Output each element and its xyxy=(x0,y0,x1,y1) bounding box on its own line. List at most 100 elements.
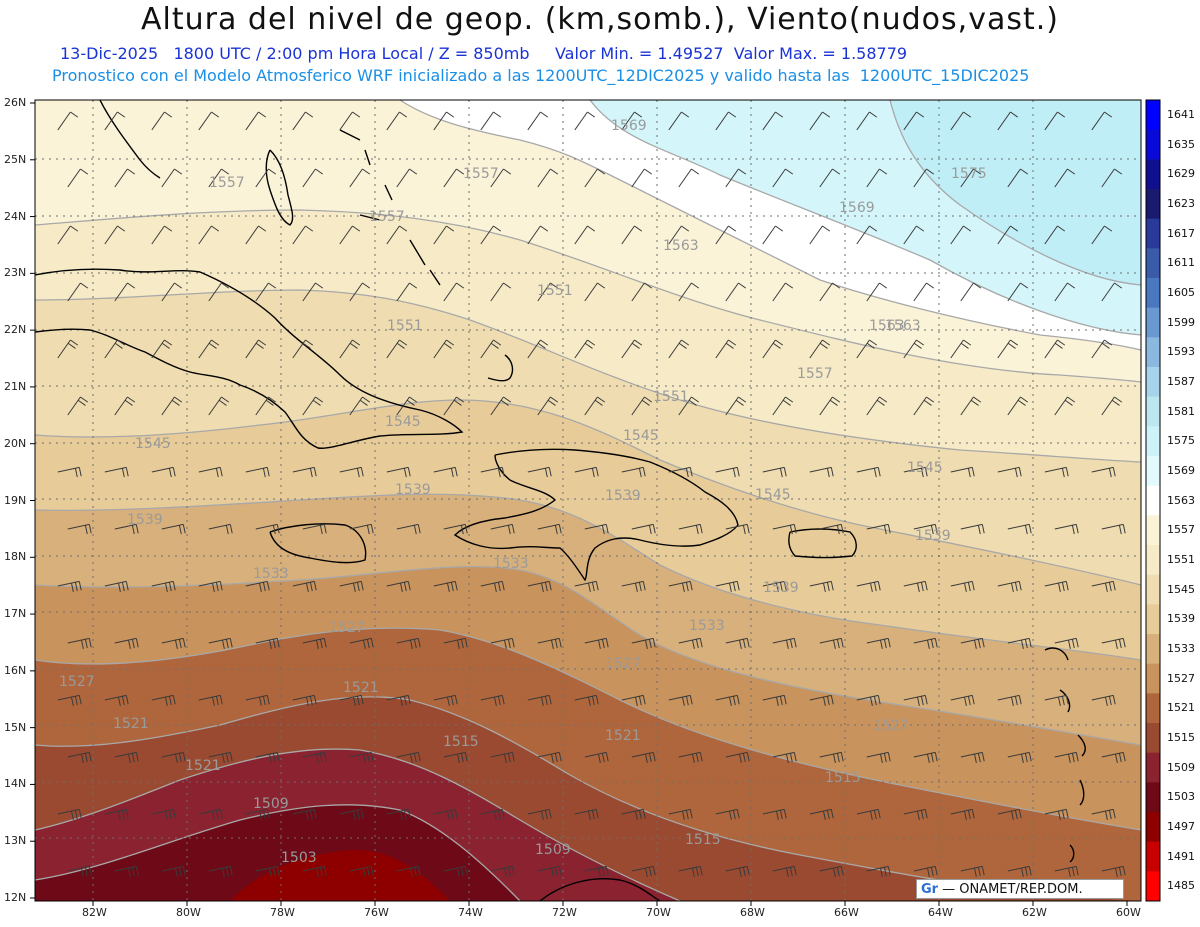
wind-barb xyxy=(443,168,465,188)
wind-barb xyxy=(433,339,455,359)
colorbar-level-label: 1563 xyxy=(1167,493,1195,507)
subtitle-model-info: Pronostico con el Modelo Atmosferico WRF… xyxy=(52,66,1030,85)
colorbar-level-label: 1497 xyxy=(1167,819,1195,833)
colorbar-level-label: 1503 xyxy=(1167,790,1195,804)
wind-barb xyxy=(302,751,327,763)
lon-label: 76W xyxy=(364,906,389,919)
lon-label: 70W xyxy=(646,906,671,919)
lat-label: 19N xyxy=(4,493,27,507)
lon-label: 72W xyxy=(552,906,577,919)
wind-barb xyxy=(433,225,455,245)
wind-barb xyxy=(1091,466,1116,478)
wind-barb xyxy=(161,396,183,416)
wind-barb xyxy=(433,694,458,706)
credit-text: — ONAMET/REP.DOM. xyxy=(942,882,1083,897)
wind-barb xyxy=(480,339,502,359)
colorbar-swatch xyxy=(1146,396,1160,427)
wind-barb xyxy=(1101,865,1126,877)
colorbar-swatch xyxy=(1146,426,1160,457)
wind-barb xyxy=(67,523,92,535)
wind-barb xyxy=(668,580,693,592)
wind-barb xyxy=(772,523,797,535)
wind-barb xyxy=(1007,396,1029,416)
wind-barb xyxy=(151,225,173,245)
wind-barb xyxy=(903,694,928,706)
wind-barb xyxy=(819,168,841,188)
wind-barb xyxy=(621,694,646,706)
wind-barb xyxy=(104,694,129,706)
wind-barb xyxy=(1044,339,1066,359)
colorbar-swatch xyxy=(1146,515,1160,546)
wind-barb xyxy=(537,865,562,877)
shaded-field: 1569157515691563156315571557155715511563… xyxy=(35,100,1141,901)
wind-barb xyxy=(678,523,703,535)
wind-barb xyxy=(960,865,985,877)
wind-barb xyxy=(574,808,599,820)
wind-barb xyxy=(1054,396,1076,416)
lat-label: 23N xyxy=(4,266,27,280)
wind-barb xyxy=(349,751,374,763)
wind-barb xyxy=(208,168,230,188)
wind-barb xyxy=(104,339,126,359)
wind-barb xyxy=(762,580,787,592)
wind-barb xyxy=(913,865,938,877)
contour-label: 1563 xyxy=(663,238,699,254)
colorbar-level-label: 1515 xyxy=(1167,730,1195,744)
lon-label: 82W xyxy=(82,906,107,919)
wind-barb xyxy=(339,694,364,706)
wind-barb xyxy=(1007,865,1032,877)
contour-lines xyxy=(35,100,1141,901)
wind-barb xyxy=(1007,751,1032,763)
colorbar-level-label: 1575 xyxy=(1167,434,1195,448)
wind-barb xyxy=(245,225,267,245)
wind-barb xyxy=(997,111,1019,131)
wind-barb xyxy=(527,466,552,478)
lat-label: 24N xyxy=(4,209,27,223)
coast-lesser-antilles xyxy=(1044,647,1086,863)
wind-barb xyxy=(537,396,559,416)
contour-label: 1557 xyxy=(797,366,833,382)
contour-label: 1539 xyxy=(395,482,431,498)
wind-barb xyxy=(480,694,505,706)
lon-label: 62W xyxy=(1022,906,1047,919)
wind-barb xyxy=(245,466,270,478)
wind-barb xyxy=(678,865,703,877)
colorbar-swatch xyxy=(1146,129,1160,160)
lat-label: 21N xyxy=(4,379,27,393)
wind-barb xyxy=(866,168,888,188)
wind-barb xyxy=(67,282,89,302)
wind-barb xyxy=(574,466,599,478)
contour-label: 1557 xyxy=(463,166,499,182)
wind-barb xyxy=(819,637,844,649)
wind-barb xyxy=(443,751,468,763)
lon-label: 74W xyxy=(458,906,483,919)
lon-label: 66W xyxy=(834,906,859,919)
coast-florida xyxy=(99,100,161,179)
wind-barb xyxy=(715,225,737,245)
wind-barb xyxy=(114,168,136,188)
lat-label: 16N xyxy=(4,663,27,677)
wind-barb xyxy=(386,808,411,820)
wind-barb xyxy=(208,865,233,877)
wind-barb xyxy=(527,694,552,706)
lon-label: 78W xyxy=(270,906,295,919)
wind-barb xyxy=(997,580,1022,592)
wind-barb xyxy=(819,865,844,877)
wind-barb xyxy=(490,282,512,302)
wind-barb xyxy=(292,466,317,478)
wind-barb xyxy=(856,111,878,131)
wind-barb xyxy=(913,282,935,302)
contour-label: 1563 xyxy=(869,318,905,334)
contour-label: 1527 xyxy=(605,656,641,672)
wind-barb xyxy=(631,523,656,535)
wind-barb xyxy=(433,111,455,131)
wind-barb xyxy=(302,523,327,535)
wind-barb xyxy=(913,523,938,535)
wind-barb xyxy=(161,865,186,877)
band-1497 xyxy=(230,849,450,901)
wind-barb xyxy=(208,751,233,763)
coast-puerto-rico xyxy=(788,528,857,559)
contour-label: 1557 xyxy=(369,209,405,225)
contour-label: 1515 xyxy=(443,734,479,750)
contour-label: 1527 xyxy=(873,718,909,734)
